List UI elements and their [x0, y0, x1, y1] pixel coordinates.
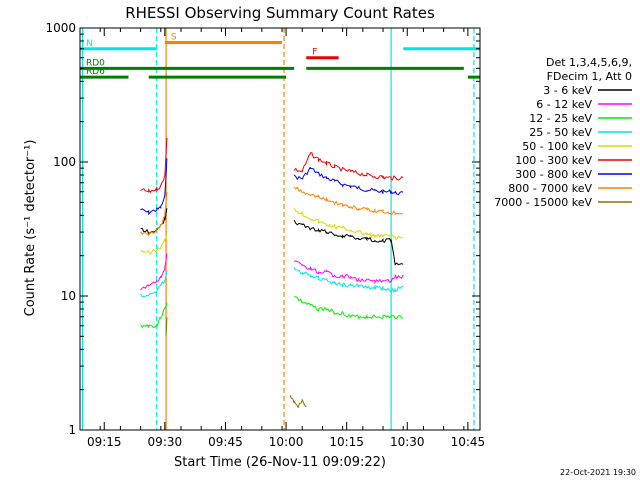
y-tick-label-1: 10	[61, 289, 76, 303]
series-line-1-1	[293, 260, 404, 285]
legend-label-2: 12 - 25 keV	[529, 112, 592, 125]
legend-label-7: 800 - 7000 keV	[508, 182, 592, 195]
x-axis-label: Start Time (26-Nov-11 09:09:22)	[174, 455, 386, 470]
flag-label-rd6: RD6	[86, 67, 105, 77]
legend-label-4: 50 - 100 keV	[522, 140, 592, 153]
series-line-5-1	[293, 152, 404, 181]
series-line-6-1	[293, 166, 404, 196]
flag-label-s: S	[171, 32, 177, 42]
y-tick-label-0: 1	[68, 423, 76, 437]
series-line-2-0	[140, 302, 168, 329]
legend-label-6: 300 - 800 keV	[515, 168, 592, 181]
series-line-7-1	[293, 186, 404, 216]
legend-label-3: 25 - 50 keV	[529, 126, 592, 139]
series-line-7-0	[140, 191, 168, 237]
series-line-5-0	[140, 137, 168, 194]
footer-date: 22-Oct-2021 19:30	[560, 468, 636, 477]
x-tick-label-5: 10:30	[390, 435, 425, 449]
x-tick-label-6: 10:45	[451, 435, 486, 449]
y-tick-label-3: 1000	[45, 21, 76, 35]
legend: Det 1,3,4,5,6,9,FDecim 1, Att 03 - 6 keV…	[494, 56, 632, 209]
series-line-4-1	[293, 208, 404, 241]
y-axis-label: Count Rate (s⁻¹ detector⁻¹)	[23, 140, 38, 317]
legend-label-5: 100 - 300 keV	[515, 154, 592, 167]
plot-frame	[79, 27, 481, 431]
series-line-3-0	[140, 271, 168, 298]
x-tick-label-1: 09:30	[148, 435, 183, 449]
y-tick-label-2: 100	[53, 155, 76, 169]
series-line-4-0	[140, 233, 168, 256]
x-tick-label-3: 10:00	[269, 435, 304, 449]
series-line-3-1	[293, 266, 404, 294]
legend-label-0: 3 - 6 keV	[543, 84, 592, 97]
series-line-1-0	[140, 253, 168, 291]
chart-title: RHESSI Observing Summary Count Rates	[125, 4, 435, 22]
flag-label-f: F	[312, 48, 317, 58]
flag-label-rd0: RD0	[86, 58, 105, 68]
flag-label-n: N	[86, 39, 93, 49]
x-tick-label-0: 09:15	[87, 435, 122, 449]
legend-label-8: 7000 - 15000 keV	[494, 196, 592, 209]
legend-header-0: Det 1,3,4,5,6,9,	[546, 56, 632, 69]
legend-label-1: 6 - 12 keV	[536, 98, 592, 111]
legend-header-1: FDecim 1, Att 0	[547, 70, 632, 83]
series-line-6-0	[140, 158, 168, 216]
series-line-8-0	[165, 317, 168, 336]
series-line-0-1	[293, 219, 404, 266]
x-tick-label-4: 10:15	[329, 435, 364, 449]
series-line-8-1	[289, 394, 307, 408]
series-line-2-1	[293, 296, 404, 320]
axes: 1 10 100 1000 09:15 09:30 09:45 10:00 10:15 10:30…	[45, 21, 485, 449]
x-tick-label-2: 09:45	[208, 435, 243, 449]
